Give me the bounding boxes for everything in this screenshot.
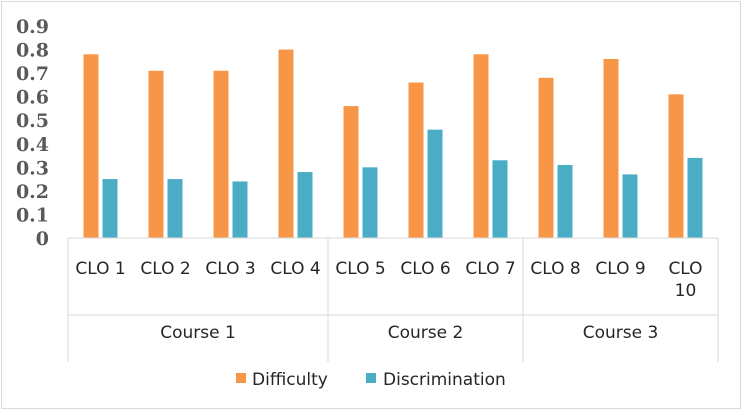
bar-discrimination-10 <box>687 157 703 238</box>
x-tick-label: CLO 2 <box>140 259 190 279</box>
bar-difficulty-9 <box>603 58 619 238</box>
bar-difficulty-7 <box>473 54 489 239</box>
group-label: Course 2 <box>388 323 464 343</box>
y-tick-label: 0.5 <box>16 110 49 132</box>
y-tick-label: 0.1 <box>16 204 49 226</box>
y-tick-label: 0.7 <box>16 63 49 85</box>
x-tick-label-line: CLO 2 <box>140 259 190 279</box>
x-tick-label: CLO 4 <box>270 259 320 279</box>
legend: Difficulty Discrimination <box>236 370 506 390</box>
group-label: Course 3 <box>583 323 659 343</box>
bar-difficulty-6 <box>408 82 424 239</box>
y-tick-label: 0.8 <box>16 40 49 62</box>
x-tick-label: CLO 5 <box>335 259 385 279</box>
legend-label-discrimination: Discrimination <box>383 370 506 390</box>
bar-difficulty-1 <box>83 54 99 239</box>
x-tick-label: CLO 8 <box>530 259 580 279</box>
x-tick-label: CLO 1 <box>75 259 125 279</box>
bar-difficulty-3 <box>213 70 229 238</box>
legend-swatch-difficulty <box>236 373 246 383</box>
x-tick-label-line: CLO 6 <box>400 259 450 279</box>
bar-difficulty-2 <box>148 70 164 238</box>
x-tick-label-line: CLO 1 <box>75 259 125 279</box>
y-tick-label: 0.3 <box>16 157 49 179</box>
y-tick-label: 0.4 <box>16 134 49 156</box>
y-axis: 00.10.20.30.40.50.60.70.80.9 <box>16 16 49 250</box>
bar-discrimination-2 <box>167 179 183 238</box>
x-tick-label: CLO 7 <box>465 259 515 279</box>
bar-discrimination-5 <box>362 167 378 238</box>
legend-swatch-discrimination <box>366 373 376 383</box>
x-tick-label-line: CLO 5 <box>335 259 385 279</box>
x-tick-label-line: 10 <box>675 281 697 301</box>
x-tick-label: CLO 3 <box>205 259 255 279</box>
x-tick-label: CLO 9 <box>595 259 645 279</box>
bar-discrimination-7 <box>492 160 508 238</box>
x-tick-label: CLO 6 <box>400 259 450 279</box>
x-tick-label-line: CLO 8 <box>530 259 580 279</box>
y-tick-label: 0.2 <box>16 181 49 203</box>
bar-discrimination-9 <box>622 174 638 238</box>
bar-discrimination-8 <box>557 164 573 238</box>
bar-difficulty-8 <box>538 77 554 238</box>
bar-discrimination-1 <box>102 179 118 238</box>
x-tick-label-line: CLO 4 <box>270 259 320 279</box>
group-label: Course 1 <box>160 323 236 343</box>
y-tick-label: 0.6 <box>16 87 49 109</box>
bar-difficulty-5 <box>343 106 359 238</box>
bar-difficulty-4 <box>278 49 294 238</box>
x-tick-label-line: CLO 9 <box>595 259 645 279</box>
x-axis: CLO 1 CLO 2 CLO 3 CLO 4 CLO 5 CLO 6 CLO 7 CLO 8… <box>67 237 719 362</box>
x-tick-label-line: CLO 3 <box>205 259 255 279</box>
legend-label-difficulty: Difficulty <box>252 370 328 390</box>
x-tick-label-line: CLO <box>668 259 702 279</box>
y-tick-label: 0 <box>36 228 49 250</box>
bar-difficulty-10 <box>668 94 684 238</box>
bar-discrimination-4 <box>297 172 313 238</box>
bar-discrimination-3 <box>232 181 248 238</box>
x-tick-label-line: CLO 7 <box>465 259 515 279</box>
x-tick-label: CLO 10 <box>668 259 702 301</box>
bar-discrimination-6 <box>427 129 443 238</box>
y-tick-label: 0.9 <box>16 16 49 38</box>
bars <box>83 49 703 239</box>
